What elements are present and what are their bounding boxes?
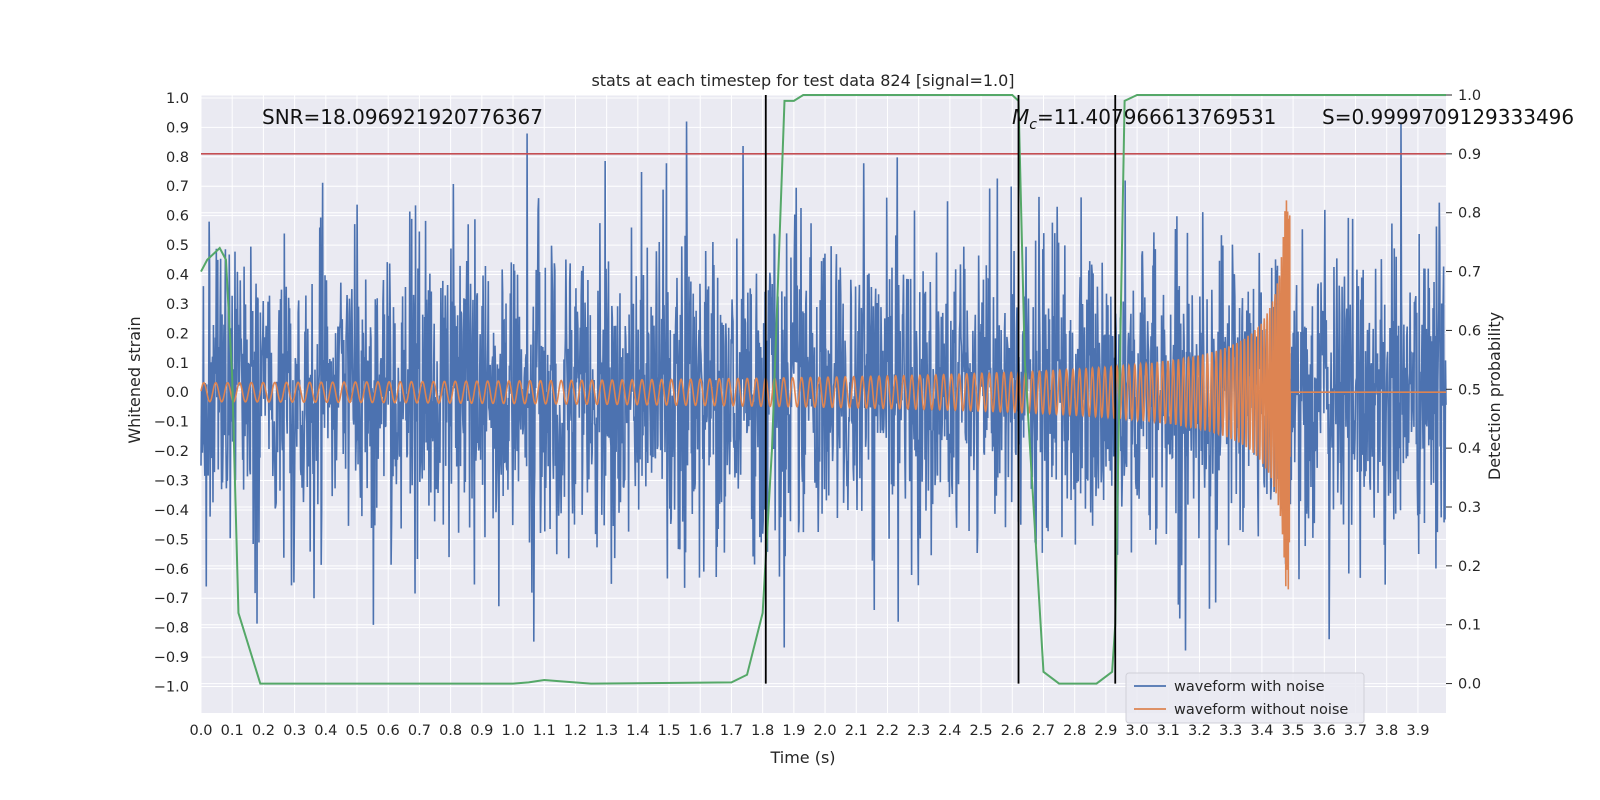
mc-annotation: Mc=11.407966613769531: [1012, 105, 1276, 133]
y-right-tick-label: 0.2: [1458, 559, 1481, 575]
legend: waveform with noise waveform without noi…: [1125, 672, 1365, 724]
x-tick-label: 3.2: [1188, 723, 1211, 739]
x-tick-label: 3.6: [1313, 723, 1336, 739]
x-axis-label: Time (s): [769, 748, 835, 767]
x-tick-label: 1.2: [564, 723, 587, 739]
x-tick-label: 2.9: [1094, 723, 1117, 739]
x-tick-label: 0.0: [189, 723, 212, 739]
y-axis-label: Whitened strain: [125, 316, 144, 443]
y-right-tick-label: 0.0: [1458, 677, 1481, 693]
x-tick-label: 2.2: [876, 723, 899, 739]
x-tick-label: 2.7: [1032, 723, 1055, 739]
x-tick-label: 3.8: [1375, 723, 1398, 739]
x-tick-label: 1.8: [751, 723, 774, 739]
y-right-tick-label: 1.0: [1458, 88, 1481, 104]
x-tick-labels: 0.0 0.1 0.2 0.3 0.4 0.5 0.6 0.7 0.8 0.9 1.0 1.1 1.2 1…: [189, 723, 1429, 739]
x-tick-label: 0.7: [408, 723, 431, 739]
y-tick-label: 0.1: [166, 356, 189, 372]
y-right-axis-label: Detection probability: [1485, 312, 1504, 480]
y-tick-label: −0.9: [154, 650, 189, 666]
x-tick-label: 3.4: [1250, 723, 1273, 739]
x-tick-label: 1.9: [782, 723, 805, 739]
mc-symbol: M: [1012, 105, 1029, 129]
x-tick-label: 2.6: [1001, 723, 1024, 739]
x-tick-label: 2.4: [938, 723, 961, 739]
legend-label-noise: waveform with noise: [1174, 679, 1325, 695]
x-tick-label: 3.3: [1219, 723, 1242, 739]
y-tick-label: −0.3: [154, 474, 189, 490]
y-right-tick-label: 0.4: [1458, 441, 1481, 457]
x-tick-label: 1.7: [720, 723, 743, 739]
y-tick-label: −0.2: [154, 444, 189, 460]
y-tick-label: −0.5: [154, 532, 189, 548]
y-right-tick-label: 0.7: [1458, 265, 1481, 281]
series-waveform-without-noise: [200, 200, 1446, 590]
y-right-tick-label: 0.9: [1458, 147, 1481, 163]
y-right-tick-label: 0.8: [1458, 206, 1481, 222]
y-right-tick-label: 0.5: [1458, 382, 1481, 398]
x-tick-label: 1.4: [626, 723, 649, 739]
x-tick-label: 1.6: [689, 723, 712, 739]
y-tick-label: 0.6: [166, 209, 189, 225]
y-right-tick-labels: 1.0 0.9 0.8 0.7 0.6 0.5 0.4 0.3 0.2 0.1 0.0: [1446, 88, 1481, 693]
x-tick-label: 3.5: [1282, 723, 1305, 739]
y-tick-label: 0.4: [166, 268, 189, 284]
x-tick-label: 0.4: [314, 723, 337, 739]
y-tick-label: −1.0: [154, 680, 189, 696]
y-right-tick-label: 0.3: [1458, 500, 1481, 516]
x-tick-label: 0.8: [439, 723, 462, 739]
y-tick-label: 0.5: [166, 238, 189, 254]
y-tick-label: −0.4: [154, 503, 189, 519]
y-tick-label: 1.0: [166, 91, 189, 107]
x-tick-label: 1.5: [658, 723, 681, 739]
chirp-waveform-line: [200, 200, 1446, 590]
x-tick-label: 1.3: [595, 723, 618, 739]
x-tick-label: 2.8: [1063, 723, 1086, 739]
x-tick-label: 3.0: [1126, 723, 1149, 739]
y-tick-label: 0.7: [166, 179, 189, 195]
x-tick-label: 2.5: [970, 723, 993, 739]
x-tick-label: 0.6: [377, 723, 400, 739]
y-tick-labels: 1.0 0.9 0.8 0.7 0.6 0.5 0.4 0.3 0.2 0.1 0.0 −0.1 −0.…: [154, 91, 189, 696]
x-tick-label: 0.3: [283, 723, 306, 739]
y-tick-label: 0.2: [166, 326, 189, 342]
x-tick-label: 0.1: [221, 723, 244, 739]
chart-title: stats at each timestep for test data 824…: [591, 71, 1014, 90]
x-tick-label: 0.9: [470, 723, 493, 739]
x-tick-label: 3.7: [1344, 723, 1367, 739]
y-tick-label: −0.6: [154, 562, 189, 578]
y-tick-label: −0.7: [154, 591, 189, 607]
legend-box: [1125, 672, 1365, 724]
y-tick-label: −0.8: [154, 621, 189, 637]
y-tick-label: −0.1: [154, 415, 189, 431]
y-right-tick-label: 0.1: [1458, 618, 1481, 634]
x-tick-label: 3.1: [1157, 723, 1180, 739]
s-annotation: S=0.9999709129333496: [1322, 105, 1574, 129]
x-tick-label: 2.3: [907, 723, 930, 739]
x-tick-label: 3.9: [1406, 723, 1429, 739]
x-tick-label: 2.0: [814, 723, 837, 739]
x-tick-label: 1.0: [501, 723, 524, 739]
y-right-tick-label: 0.6: [1458, 323, 1481, 339]
x-tick-label: 1.1: [533, 723, 556, 739]
mc-subscript: c: [1029, 117, 1037, 133]
y-tick-label: 0.3: [166, 297, 189, 313]
y-tick-label: 0.9: [166, 120, 189, 136]
x-tick-label: 0.5: [345, 723, 368, 739]
probability-line: [200, 94, 1446, 685]
series-detection-probability: [200, 94, 1446, 685]
x-tick-label: 2.1: [845, 723, 868, 739]
x-tick-label: 0.2: [252, 723, 275, 739]
y-tick-label: 0.8: [166, 150, 189, 166]
legend-label-clean: waveform without noise: [1174, 702, 1348, 718]
snr-annotation: SNR=18.096921920776367: [262, 105, 543, 129]
vertical-marker-lines: [764, 95, 1117, 684]
mc-value: =11.407966613769531: [1037, 105, 1276, 129]
y-tick-label: 0.0: [166, 385, 189, 401]
